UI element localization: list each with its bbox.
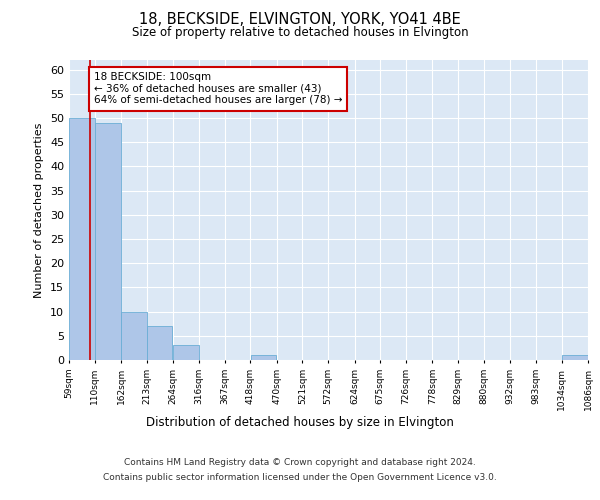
Y-axis label: Number of detached properties: Number of detached properties	[34, 122, 44, 298]
Text: 18 BECKSIDE: 100sqm
← 36% of detached houses are smaller (43)
64% of semi-detach: 18 BECKSIDE: 100sqm ← 36% of detached ho…	[94, 72, 342, 106]
Text: 18, BECKSIDE, ELVINGTON, YORK, YO41 4BE: 18, BECKSIDE, ELVINGTON, YORK, YO41 4BE	[139, 12, 461, 28]
Bar	[173, 346, 199, 360]
Bar	[251, 355, 277, 360]
Bar	[95, 123, 121, 360]
Text: Size of property relative to detached houses in Elvington: Size of property relative to detached ho…	[131, 26, 469, 39]
Text: Distribution of detached houses by size in Elvington: Distribution of detached houses by size …	[146, 416, 454, 429]
Bar	[147, 326, 172, 360]
Bar	[121, 312, 146, 360]
Bar	[69, 118, 95, 360]
Text: Contains public sector information licensed under the Open Government Licence v3: Contains public sector information licen…	[103, 473, 497, 482]
Bar	[562, 355, 588, 360]
Text: Contains HM Land Registry data © Crown copyright and database right 2024.: Contains HM Land Registry data © Crown c…	[124, 458, 476, 467]
